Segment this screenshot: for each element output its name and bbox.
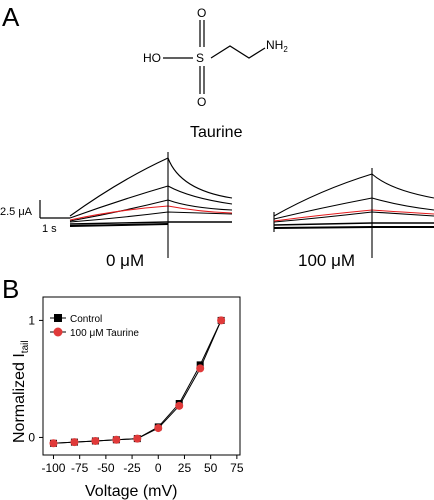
scale-bar: 2.5 μA 1 s xyxy=(0,200,70,235)
atom-nh2: NH2 xyxy=(266,38,288,54)
x-tick-label: -50 xyxy=(97,461,115,475)
data-point-taurine xyxy=(49,439,58,448)
chart: -100 -75 -50 -25 0 25 50 75 0 1 Control 100 μM Ta… xyxy=(11,296,244,500)
data-point-taurine xyxy=(112,435,121,444)
scale-current-label: 2.5 μA xyxy=(0,206,33,218)
legend-control-marker xyxy=(54,314,62,322)
traces-0uM xyxy=(69,152,233,258)
chart-axes: -100 -75 -50 -25 0 25 50 75 0 1 xyxy=(28,296,244,475)
molecule-name: Taurine xyxy=(190,124,243,141)
atom-o-top: O xyxy=(197,6,206,20)
data-point-taurine xyxy=(133,434,142,443)
data-point-taurine xyxy=(91,436,100,445)
legend-taurine-marker xyxy=(53,327,63,337)
data-point-taurine xyxy=(70,438,79,447)
x-tick-label: 50 xyxy=(204,461,218,475)
legend-taurine-label: 100 μM Taurine xyxy=(70,328,139,339)
taurine-structure: HO S O O NH2 xyxy=(143,6,288,109)
panel-a-label: A xyxy=(2,2,20,32)
x-tick-label: 25 xyxy=(178,461,192,475)
x-tick-label: -100 xyxy=(41,461,65,475)
x-axis-title: Voltage (mV) xyxy=(85,483,177,500)
atom-ho: HO xyxy=(143,51,161,65)
y-tick-label: 1 xyxy=(28,313,35,327)
atom-s: S xyxy=(196,51,204,65)
trace-label-0uM: 0 μM xyxy=(106,251,144,270)
legend-control-label: Control xyxy=(70,314,102,325)
trace-label-100uM: 100 μM xyxy=(298,251,355,270)
x-tick-label: 0 xyxy=(155,461,162,475)
traces-100uM xyxy=(273,168,434,258)
data-point-taurine xyxy=(154,424,163,433)
y-axis-title: Normalized Itail xyxy=(11,340,31,443)
data-point-taurine xyxy=(175,401,184,410)
chart-series xyxy=(49,316,226,448)
x-tick-label: 75 xyxy=(230,461,244,475)
data-point-taurine xyxy=(196,364,205,373)
x-tick-label: -75 xyxy=(71,461,89,475)
x-tick-label: -25 xyxy=(123,461,141,475)
legend: Control 100 μM Taurine xyxy=(50,314,139,339)
y-tick-label: 0 xyxy=(28,430,35,444)
data-point-taurine xyxy=(217,316,226,325)
atom-o-bottom: O xyxy=(197,95,206,109)
panel-b-label: B xyxy=(2,274,19,304)
scale-time-label: 1 s xyxy=(42,223,57,235)
plot-frame xyxy=(42,296,241,456)
